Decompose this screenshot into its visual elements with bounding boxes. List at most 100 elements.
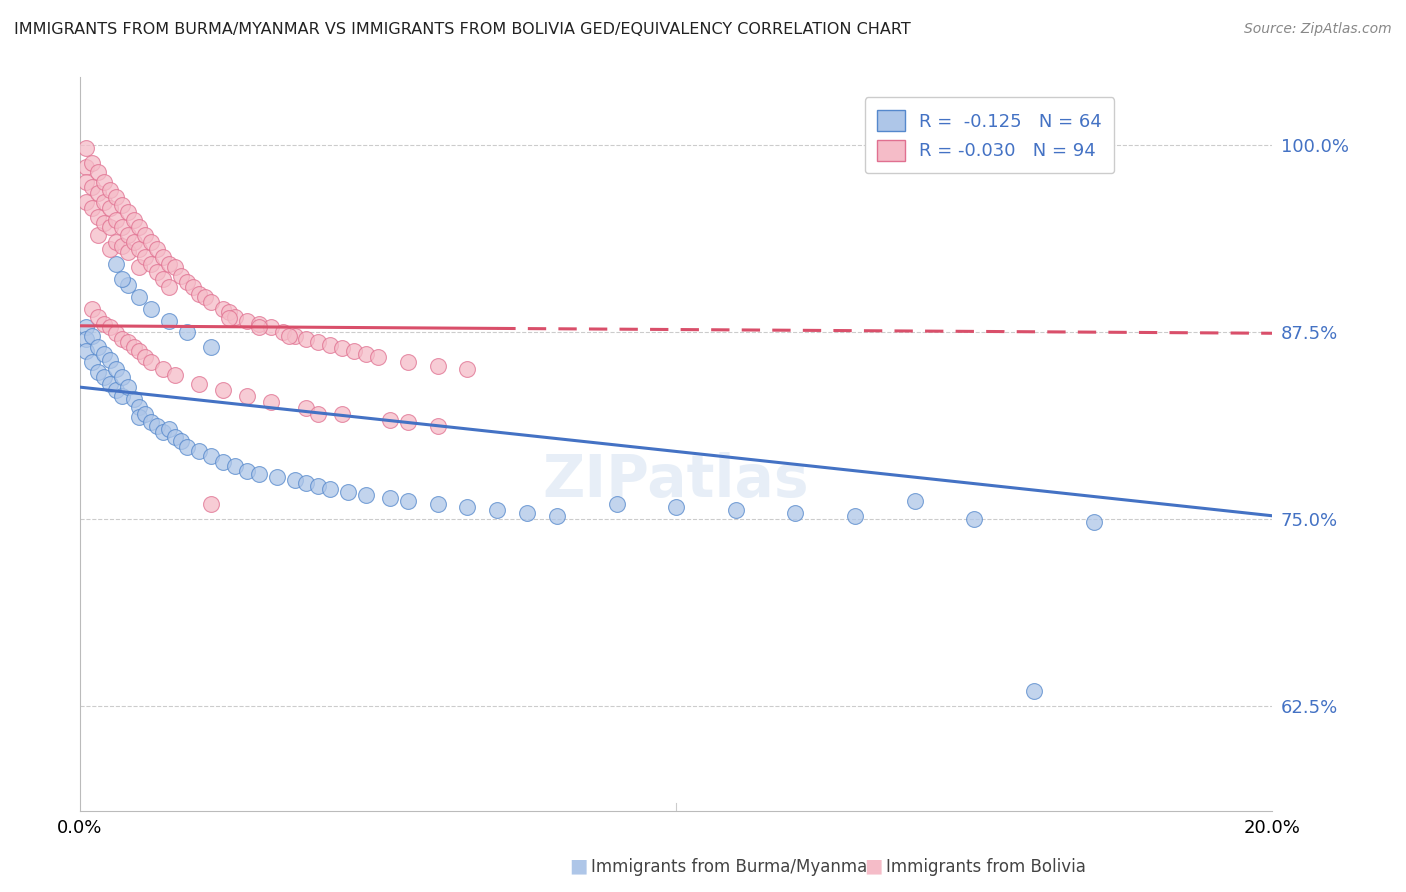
Point (98, 183, 121, 197)
Point (87, 186, 110, 200)
Point (176, 276, 198, 290)
Point (110, 272, 132, 286)
Point (80, 302, 103, 317)
Point (117, 227, 139, 242)
Point (110, 197, 132, 211)
Point (117, 380, 139, 394)
Point (80, 201, 103, 215)
Point (87, 365, 110, 379)
Point (170, 269, 193, 284)
Point (93, 347, 115, 361)
Point (141, 415, 163, 429)
Point (110, 239, 132, 253)
Point (122, 392, 145, 406)
Point (486, 503, 509, 517)
Point (128, 410, 150, 425)
Point (117, 278, 139, 293)
Point (75, 320, 97, 334)
Point (606, 497, 628, 511)
Point (224, 310, 246, 324)
Point (218, 311, 240, 326)
Point (307, 479, 329, 493)
Point (87, 164, 110, 178)
Point (307, 335, 329, 350)
Point (128, 400, 150, 414)
Point (75, 194, 97, 209)
Point (128, 243, 150, 257)
Point (224, 459, 246, 474)
Point (134, 350, 156, 364)
Point (93, 175, 115, 189)
Point (319, 482, 342, 496)
Point (283, 329, 305, 343)
Legend: R =  -0.125   N = 64, R = -0.030   N = 94: R = -0.125 N = 64, R = -0.030 N = 94 (865, 97, 1115, 173)
Point (200, 340, 222, 354)
Point (110, 220, 132, 235)
Point (80, 329, 103, 343)
Point (295, 475, 318, 490)
Point (75, 332, 97, 346)
Point (963, 512, 986, 526)
Point (200, 449, 222, 463)
Point (98, 377, 121, 392)
Point (87, 227, 110, 242)
Point (176, 440, 198, 454)
Point (134, 250, 156, 264)
Point (134, 227, 156, 242)
Point (236, 314, 259, 328)
Point (247, 318, 270, 332)
Point (157, 422, 180, 436)
Point (110, 369, 132, 384)
Point (516, 506, 538, 520)
Point (236, 389, 259, 403)
Point (396, 493, 419, 508)
Point (157, 257, 180, 271)
Point (104, 212, 127, 227)
Point (93, 318, 115, 332)
Point (277, 329, 299, 343)
Point (194, 290, 217, 304)
Point (456, 362, 478, 376)
Point (904, 493, 927, 508)
Point (93, 369, 115, 384)
Point (212, 455, 235, 469)
Point (247, 467, 270, 481)
Point (165, 368, 187, 383)
Point (80, 354, 103, 368)
Point (426, 497, 449, 511)
Point (212, 383, 235, 397)
Point (128, 220, 150, 235)
Point (87, 310, 110, 324)
Text: IMMIGRANTS FROM BURMA/MYANMAR VS IMMIGRANTS FROM BOLIVIA GED/EQUIVALENCY CORRELA: IMMIGRANTS FROM BURMA/MYANMAR VS IMMIGRA… (14, 22, 911, 37)
Point (165, 260, 187, 275)
Point (128, 344, 150, 359)
Point (152, 362, 174, 376)
Point (157, 314, 180, 328)
Point (128, 290, 150, 304)
Point (141, 257, 163, 271)
Point (98, 320, 121, 334)
Point (260, 320, 283, 334)
Point (176, 325, 198, 339)
Point (170, 434, 193, 448)
Point (122, 235, 145, 249)
Point (266, 470, 288, 484)
Point (1083, 515, 1105, 529)
Point (87, 340, 110, 354)
Point (104, 383, 127, 397)
Point (117, 205, 139, 219)
Point (247, 320, 270, 334)
Point (396, 354, 419, 368)
Point (367, 350, 389, 364)
Text: Immigrants from Bolivia: Immigrants from Bolivia (886, 858, 1085, 876)
Point (75, 175, 97, 189)
Point (665, 500, 688, 514)
Point (785, 506, 807, 520)
Point (134, 407, 156, 421)
Point (295, 401, 318, 415)
Point (117, 245, 139, 260)
Point (181, 280, 204, 294)
Point (128, 260, 150, 275)
Point (200, 294, 222, 309)
Point (98, 243, 121, 257)
